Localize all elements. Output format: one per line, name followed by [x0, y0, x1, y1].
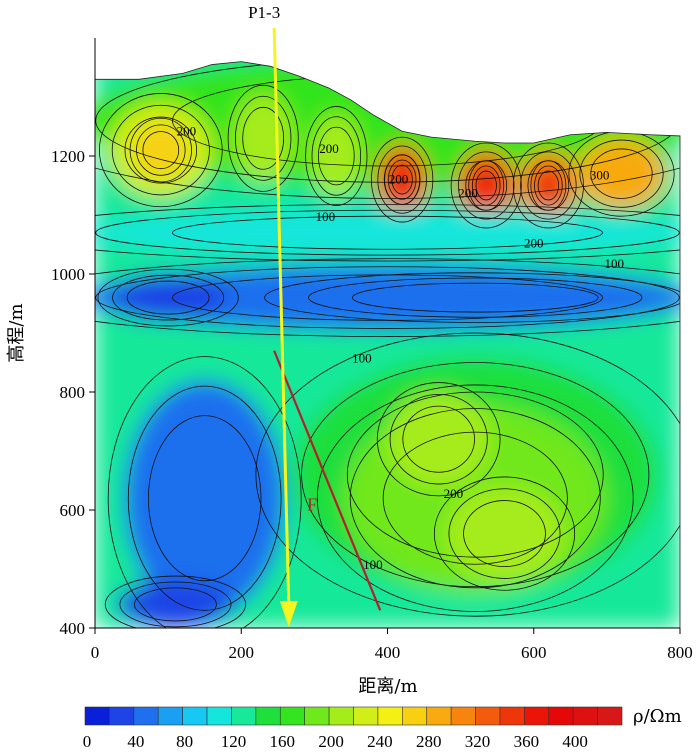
- y-axis: 400 600 800 1000 1200 高程/m: [6, 38, 96, 638]
- y-axis-title: 高程/m: [6, 303, 27, 362]
- colorbar-swatch: [548, 706, 574, 726]
- contour-label: 200: [444, 486, 464, 501]
- contour-lines: [95, 61, 680, 629]
- x-tick-label: 0: [91, 643, 100, 662]
- colorbar-swatch: [524, 706, 550, 726]
- x-tick-label: 600: [521, 643, 547, 662]
- contour-label: 200: [389, 172, 409, 187]
- colorbar-swatch: [499, 706, 525, 726]
- colorbar-swatch: [109, 706, 135, 726]
- colorbar-tick-label: 320: [465, 732, 491, 751]
- x-axis: 0 200 400 600 800 距离/m: [91, 627, 693, 697]
- colorbar-swatch: [572, 706, 598, 726]
- colorbar-swatch: [475, 706, 501, 726]
- contour-labels: 200 200 100 200 200 300 200 100 100 200 100: [177, 123, 624, 572]
- contour-label: 200: [177, 123, 197, 138]
- colorbar-swatch: [304, 706, 330, 726]
- colorbar-swatch: [426, 706, 452, 726]
- contour-label: 300: [590, 168, 610, 183]
- profile-line-p1-3: [272, 27, 291, 606]
- contour-label: 100: [604, 256, 624, 271]
- contour-label: 100: [363, 557, 383, 572]
- colorbar-swatch: [450, 706, 476, 726]
- section-outline: [94, 61, 681, 629]
- colorbar-swatch: [182, 706, 208, 726]
- x-tick-label: 800: [667, 643, 693, 662]
- colorbar-tick-label: 120: [221, 732, 247, 751]
- x-tick-label: 200: [229, 643, 255, 662]
- contour-label: 100: [352, 351, 372, 366]
- colorbar-tick-label: 80: [176, 732, 193, 751]
- colorbar-tick-label: 360: [514, 732, 540, 751]
- colorbar-tick-label: 160: [270, 732, 296, 751]
- colorbar-tick-label: 200: [318, 732, 344, 751]
- x-tick-label: 400: [375, 643, 401, 662]
- contour-label: 200: [319, 141, 339, 156]
- colorbar-swatch: [597, 706, 623, 726]
- colorbar-tick-label: 0: [83, 732, 92, 751]
- colorbar-label: ρ/Ωm: [633, 706, 682, 727]
- colorbar-swatch: [279, 706, 305, 726]
- colorbar-swatch: [255, 706, 281, 726]
- colorbar-swatch: [402, 706, 428, 726]
- y-tick-label: 1200: [51, 147, 85, 166]
- colorbar-swatch: [328, 706, 354, 726]
- contour-label: 200: [524, 235, 544, 250]
- colorbar-tick-labels: 0 40 80 120 160 200 240 280 320 360 400: [83, 732, 588, 751]
- colorbar-tick-label: 40: [127, 732, 144, 751]
- y-tick-label: 800: [60, 383, 86, 402]
- colorbar-swatch: [84, 706, 110, 726]
- colorbar-swatch: [377, 706, 403, 726]
- y-tick-label: 400: [60, 619, 86, 638]
- colorbar-swatch: [157, 706, 183, 726]
- colorbar-swatch: [231, 706, 257, 726]
- y-tick-label: 1000: [51, 265, 85, 284]
- profile-line-label: P1-3: [248, 3, 280, 22]
- profile-arrow-icon: [279, 601, 298, 628]
- y-tick-label: 600: [60, 501, 86, 520]
- colorbar-swatch: [206, 706, 232, 726]
- colorbar-swatch: [353, 706, 379, 726]
- contour-label: 200: [458, 185, 478, 200]
- contour-label: 100: [316, 209, 336, 224]
- colorbar-tick-label: 240: [367, 732, 393, 751]
- fault-line: [273, 350, 382, 611]
- fault-label: F: [307, 495, 317, 515]
- colorbar-tick-label: 400: [562, 732, 588, 751]
- colorbar-tick-label: 280: [416, 732, 442, 751]
- x-axis-title: 距离/m: [358, 676, 417, 697]
- colorbar-swatch: [133, 706, 159, 726]
- colorbar: [84, 706, 623, 726]
